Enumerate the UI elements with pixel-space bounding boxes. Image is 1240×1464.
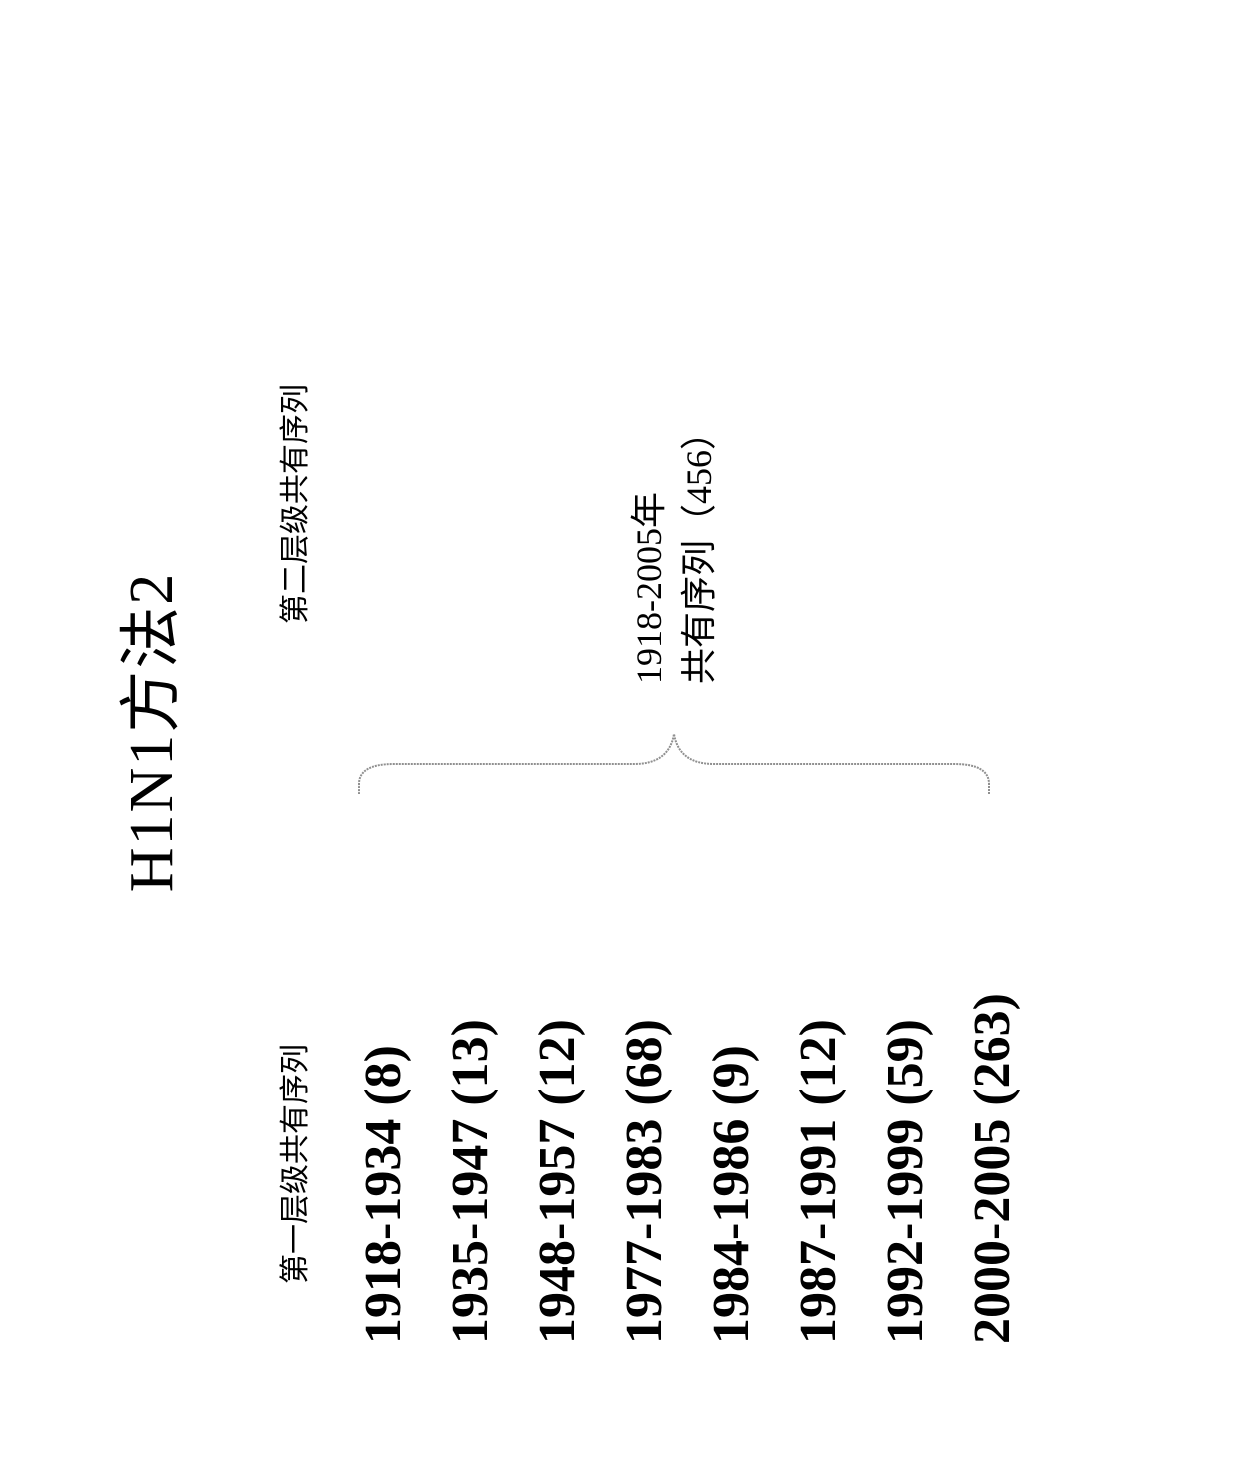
period-count: (9)	[703, 1045, 760, 1106]
period-count: (13)	[442, 1019, 499, 1106]
period-count: (12)	[529, 1019, 586, 1106]
consensus-label: 1918-2005年 共有序列（456）	[624, 414, 725, 684]
period-item: 2000-2005 (263)	[963, 804, 1022, 1344]
period-range: 1918-1934	[355, 1119, 412, 1344]
right-column-header: 第二层级共有序列	[270, 104, 314, 804]
period-range: 1992-1999	[877, 1119, 934, 1344]
content-row: 第一层级共有序列 1918-1934 (8) 1935-1947 (13) 19…	[270, 0, 1022, 1464]
page-title: H1N1方法2	[100, 572, 190, 893]
period-item: 1918-1934 (8)	[354, 804, 413, 1344]
period-item: 1992-1999 (59)	[876, 804, 935, 1344]
main-container: H1N1方法2 第一层级共有序列 1918-1934 (8) 1935-1947…	[0, 0, 1240, 1464]
consensus-year-range: 1918-2005年	[624, 414, 674, 684]
period-range: 2000-2005	[964, 1119, 1021, 1344]
period-range: 1935-1947	[442, 1119, 499, 1344]
left-column: 第一层级共有序列 1918-1934 (8) 1935-1947 (13) 19…	[270, 804, 1022, 1344]
period-range: 1948-1957	[529, 1119, 586, 1344]
right-brace-icon	[354, 704, 994, 804]
period-item: 1987-1991 (12)	[789, 804, 848, 1344]
period-item: 1935-1947 (13)	[441, 804, 500, 1344]
period-count: (12)	[790, 1019, 847, 1106]
period-count: (8)	[355, 1045, 412, 1106]
left-column-header: 第一层级共有序列	[270, 804, 314, 1344]
period-item: 1948-1957 (12)	[528, 804, 587, 1344]
period-range: 1987-1991	[790, 1119, 847, 1344]
period-range: 1984-1986	[703, 1119, 760, 1344]
period-count: (59)	[877, 1019, 934, 1106]
period-count: (263)	[964, 993, 1021, 1106]
period-range: 1977-1983	[616, 1119, 673, 1344]
period-count: (68)	[616, 1019, 673, 1106]
period-item: 1984-1986 (9)	[702, 804, 761, 1344]
brace-container: 1918-2005年 共有序列（456）	[354, 104, 994, 804]
period-item: 1977-1983 (68)	[615, 804, 674, 1344]
right-column: 第二层级共有序列 1918-2005年 共有序列（456）	[270, 104, 1022, 804]
consensus-text-row: 共有序列（456）	[674, 414, 724, 684]
period-list: 1918-1934 (8) 1935-1947 (13) 1948-1957 (…	[354, 804, 1022, 1344]
